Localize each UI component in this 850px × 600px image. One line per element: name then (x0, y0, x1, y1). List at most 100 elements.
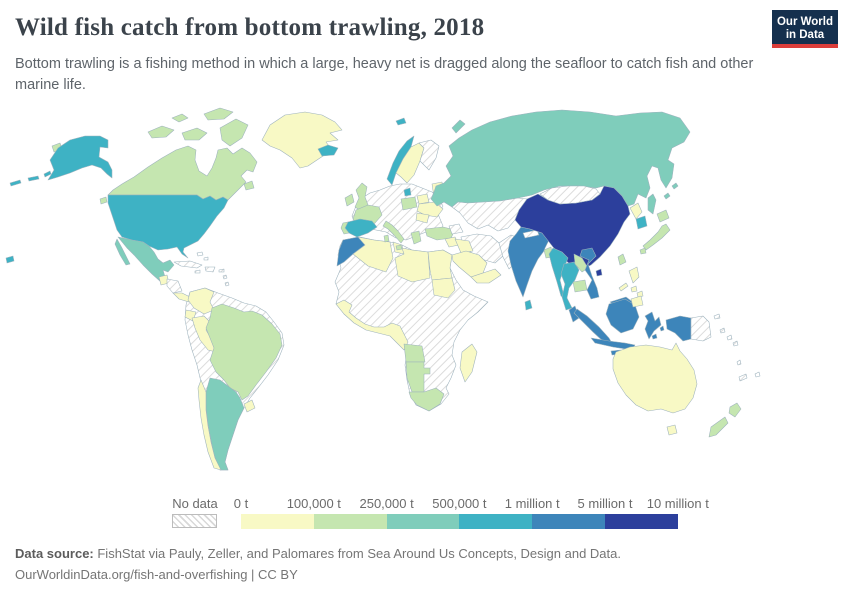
country-russia-kurils-2[interactable] (671, 182, 679, 190)
country-philippines-palawan[interactable] (618, 282, 629, 292)
country-italy-sicily[interactable] (395, 244, 403, 251)
country-japan-kyushu[interactable] (639, 247, 647, 255)
legend-bin-2[interactable] (313, 514, 387, 529)
country-indonesia-maluku-1[interactable] (651, 333, 658, 340)
country-sri-lanka[interactable] (524, 299, 533, 311)
country-belarus[interactable] (416, 193, 430, 205)
country-denmark[interactable] (403, 187, 412, 197)
country-egypt[interactable] (427, 249, 453, 281)
country-sudan[interactable] (431, 277, 456, 299)
country-brazil[interactable] (205, 303, 283, 401)
country-finland[interactable] (418, 139, 440, 171)
country-italy-sardinia[interactable] (383, 234, 390, 243)
country-iceland[interactable] (317, 144, 339, 157)
country-poland[interactable] (400, 196, 418, 211)
region-pacific-vanuatu[interactable] (736, 359, 742, 366)
country-china-hainan[interactable] (595, 268, 603, 277)
region-central-asia[interactable] (451, 197, 528, 232)
country-united-states-hawaii[interactable] (5, 255, 15, 264)
country-indonesia-sulawesi[interactable] (644, 311, 662, 340)
country-svalbard[interactable] (395, 117, 407, 126)
country-japan-honshu[interactable] (642, 223, 671, 251)
country-new-zealand-south[interactable] (708, 416, 729, 438)
region-honduras-nicaragua[interactable] (166, 278, 183, 294)
country-namibia[interactable] (405, 361, 431, 393)
country-united-states-alaska[interactable] (47, 135, 113, 181)
region-pacific-new-caledonia[interactable] (738, 373, 748, 382)
country-italy[interactable] (382, 220, 405, 244)
country-vietnam[interactable] (579, 247, 600, 300)
country-mexico-baja[interactable] (114, 238, 131, 266)
country-canada-newfoundland[interactable] (243, 180, 255, 191)
legend-bin-6[interactable] (604, 514, 678, 529)
country-norway[interactable] (386, 135, 415, 186)
country-canada-island-3[interactable] (171, 113, 189, 123)
country-philippines-visayas-1[interactable] (630, 285, 638, 293)
country-ireland[interactable] (344, 193, 355, 207)
country-greenland[interactable] (261, 111, 343, 169)
country-north-korea[interactable] (629, 202, 643, 220)
country-portugal[interactable] (340, 221, 350, 235)
country-indonesia-borneo[interactable] (605, 298, 640, 334)
country-novaya-zemlya[interactable] (451, 119, 466, 134)
legend-bin-5[interactable] (532, 514, 605, 529)
country-iraq[interactable] (454, 238, 474, 254)
country-canada[interactable] (107, 145, 258, 201)
country-canada-island-ellesmere[interactable] (203, 107, 234, 121)
country-united-states-aleutians-2[interactable] (27, 175, 40, 182)
country-united-states[interactable] (107, 194, 229, 259)
country-hispaniola[interactable] (204, 266, 216, 273)
country-antilles-2[interactable] (224, 281, 230, 287)
country-spain[interactable] (344, 218, 378, 238)
region-pacific-new-britain[interactable] (713, 313, 721, 320)
region-pacific-bougainville[interactable] (719, 327, 726, 334)
region-nepal[interactable] (522, 229, 540, 239)
country-russia-sakhalin[interactable] (647, 193, 657, 215)
country-bahamas-1[interactable] (196, 251, 204, 257)
country-united-states-aleutians-3[interactable] (43, 170, 52, 178)
region-west-africa-coast[interactable] (335, 299, 409, 351)
region-costa-rica-panama[interactable] (172, 292, 191, 303)
country-philippines-mindanao[interactable] (630, 295, 644, 308)
country-new-zealand-north[interactable] (728, 402, 742, 418)
country-japan-hokkaido[interactable] (656, 209, 670, 223)
country-libya[interactable] (394, 247, 431, 283)
country-canada-vancouver-island[interactable] (99, 196, 108, 205)
country-taiwan[interactable] (617, 253, 627, 266)
region-caucasus[interactable] (448, 223, 464, 235)
country-bahamas-2[interactable] (203, 256, 209, 261)
country-indonesia-papua[interactable] (665, 315, 692, 342)
region-yemen-oman[interactable] (470, 268, 502, 284)
country-uruguay[interactable] (243, 399, 256, 413)
country-mongolia[interactable] (539, 185, 601, 205)
country-mexico[interactable] (117, 236, 175, 283)
legend-bin-4[interactable] (459, 514, 533, 529)
region-pacific-solomons-1[interactable] (726, 334, 733, 341)
country-south-africa[interactable] (408, 387, 445, 412)
country-canada-island-baffin[interactable] (219, 118, 249, 147)
region-pacific-solomons-2[interactable] (732, 340, 739, 347)
country-cambodia[interactable] (572, 279, 588, 293)
legend-bin-3[interactable] (386, 514, 460, 529)
legend-bin-1[interactable] (241, 514, 314, 529)
country-antilles-1[interactable] (222, 274, 228, 280)
country-united-states-aleutians-1[interactable] (9, 179, 22, 187)
country-cuba[interactable] (173, 260, 203, 269)
country-south-korea[interactable] (635, 215, 648, 230)
country-thailand[interactable] (560, 261, 580, 311)
region-pacific-fiji[interactable] (754, 371, 761, 378)
country-puerto-rico[interactable] (218, 268, 225, 273)
country-indonesia-maluku-2[interactable] (659, 325, 665, 332)
country-canada-island-2[interactable] (181, 127, 208, 141)
country-papua-new-guinea[interactable] (690, 315, 712, 342)
footer-link-line[interactable]: OurWorldinData.org/fish-and-overfishing … (15, 567, 298, 582)
legend-no-data-swatch[interactable] (172, 514, 217, 528)
country-canada-island-1[interactable] (147, 125, 175, 139)
country-algeria[interactable] (352, 236, 394, 273)
country-angola[interactable] (403, 343, 426, 363)
country-greece[interactable] (410, 230, 422, 245)
country-chile[interactable] (197, 379, 222, 471)
country-australia-tasmania[interactable] (666, 424, 678, 436)
country-philippines-visayas-2[interactable] (636, 290, 644, 298)
country-romania[interactable] (415, 212, 430, 224)
